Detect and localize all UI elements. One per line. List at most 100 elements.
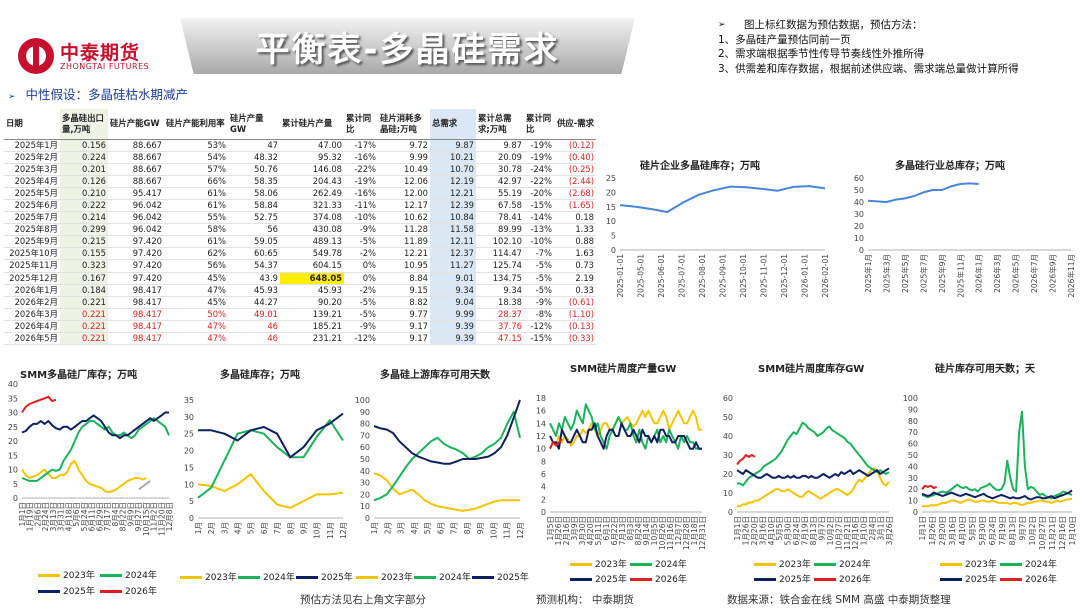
- legend-item: 2026年: [1000, 572, 1063, 585]
- table-cell: 88.667: [108, 151, 164, 164]
- y-tick-label: 25: [184, 430, 194, 439]
- table-cell: (1.10): [554, 308, 596, 321]
- x-tick-label: 3月31日: [57, 502, 66, 531]
- x-tick-label: 3月13日: [49, 502, 58, 531]
- legend-label: 2024年: [439, 573, 471, 583]
- table-cell: 42.97: [476, 175, 524, 188]
- x-tick-label: 10月27日: [834, 516, 843, 550]
- table-cell: -2%: [344, 247, 378, 261]
- x-tick-label: 2026-02-01: [821, 254, 830, 298]
- x-tick-label: 2026年7月: [1029, 254, 1039, 293]
- table-cell: -20%: [524, 187, 554, 200]
- series-line: [736, 454, 756, 466]
- chart-title: SMM多晶硅厂库存；万吨: [20, 370, 138, 381]
- y-tick-label: 50: [360, 455, 370, 464]
- legend-label: 2025年: [321, 573, 353, 583]
- y-tick-label: 70: [908, 428, 918, 437]
- legend-label: 2023年: [63, 571, 95, 581]
- legend-item: 2024年: [100, 568, 163, 581]
- table-cell: 604.15: [280, 259, 344, 273]
- table-row: 2025年7月 0.214 96.042 55% 52.75 374.08 -10% 10.6…: [4, 211, 596, 225]
- series-line: [21, 417, 170, 482]
- x-tick-label: 10月2日: [1028, 516, 1037, 545]
- y-tick-label: 30: [360, 479, 370, 488]
- table-cell: 0.33: [554, 283, 596, 297]
- y-tick-label: 18: [536, 394, 546, 403]
- table-cell: 0.167: [60, 272, 108, 285]
- row-date: 2026年1月: [4, 283, 60, 297]
- table-cell: 55%: [164, 211, 228, 225]
- table-cell: 0.156: [60, 139, 108, 152]
- table-cell: (0.25): [554, 163, 596, 176]
- table-cell: 0.184: [60, 283, 108, 297]
- table-cell: -19%: [524, 139, 554, 152]
- legend-label: 2023年: [779, 560, 811, 570]
- x-tick-label: 1月: [370, 522, 379, 534]
- table-cell: -19%: [524, 151, 554, 164]
- x-tick-label: 2025-12-01: [780, 254, 789, 298]
- x-tick-label: 8月13日: [1008, 516, 1017, 545]
- x-tick-label: 2025年11月: [955, 254, 965, 298]
- x-tick-label: 3月26日: [885, 516, 893, 545]
- x-tick-label: 1月26日: [928, 516, 937, 545]
- footnote-forecaster: 预测机构： 中泰期货: [536, 594, 634, 606]
- table-cell: 97.420: [108, 272, 164, 285]
- legend-label: 2024年: [655, 560, 687, 570]
- x-tick-label: 3月: [397, 522, 406, 534]
- legend-swatch: [1000, 563, 1022, 566]
- table-cell: -8%: [524, 308, 554, 321]
- table-cell: 9.01: [430, 272, 476, 285]
- table-cell: (0.33): [554, 332, 596, 346]
- table-cell: 9.34: [430, 283, 476, 297]
- y-tick-label: 20: [8, 437, 18, 446]
- legend-item: 2025年: [570, 572, 633, 585]
- table-cell: (0.40): [554, 151, 596, 164]
- legend-item: 2023年: [38, 568, 101, 581]
- x-tick-label: 5月11日: [594, 516, 603, 545]
- y-tick-label: 20: [360, 490, 370, 499]
- legend-label: 2024年: [839, 560, 871, 570]
- legend-item: 2024年: [814, 557, 877, 570]
- legend-swatch: [296, 576, 318, 579]
- table-row: 2025年5月 0.210 95.417 61% 58.06 262.49 -16% 12.0…: [4, 187, 596, 200]
- table-cell: 9.87: [430, 139, 476, 152]
- x-tick-label: 1月1日: [18, 502, 27, 527]
- table-cell: 0.215: [60, 235, 108, 249]
- table-cell: -14%: [524, 211, 554, 225]
- x-tick-label: 1月26日: [554, 516, 563, 545]
- y-tick-label: 40: [854, 198, 864, 207]
- chart-title: 硅片库存可用天数；天: [935, 364, 1035, 375]
- table-cell: 58.35: [228, 175, 280, 188]
- legend-label: 2023年: [595, 560, 627, 570]
- x-tick-label: 2025年5月: [900, 254, 910, 293]
- x-tick-label: 5月24日: [80, 502, 89, 531]
- subtitle-text: 中性假设：多晶硅枯水期减产: [25, 87, 189, 102]
- x-tick-label: 2025年3月: [881, 254, 891, 293]
- legend-label: 2026年: [125, 587, 157, 597]
- table-cell: 56%: [164, 259, 228, 273]
- table-cell: 60.65: [228, 247, 280, 261]
- table-cell: 88.667: [108, 139, 164, 152]
- column-header: 硅片消耗多晶硅;万吨: [378, 109, 430, 140]
- x-tick-label: 2月20日: [938, 516, 947, 545]
- legend-swatch: [38, 574, 60, 577]
- table-cell: 0%: [344, 259, 378, 273]
- x-tick-label: 9月: [476, 522, 485, 534]
- chart-c6: 0 2 4 6 8 10 12 14 16 18 1月5日 1月26日 2月16日 3月9日 3月30日 4月…: [536, 394, 706, 550]
- table-cell: -9%: [344, 320, 378, 334]
- legend-swatch: [1000, 578, 1022, 581]
- y-tick-label: 60: [854, 174, 864, 183]
- legend-swatch: [38, 590, 60, 593]
- x-tick-label: 10月: [313, 522, 322, 539]
- table-cell: 102.10: [476, 235, 524, 249]
- x-tick-label: 4月18日: [64, 502, 73, 531]
- legend-item: 2023年: [754, 557, 817, 570]
- x-tick-label: 11月16日: [666, 516, 675, 550]
- series-line: [737, 421, 890, 487]
- balance-table: 日期 多晶硅出口量,万吨 硅片产能GW 硅片产能利用率 硅片产量GW 累计硅片产量 累计同比…: [4, 109, 596, 346]
- column-header: 日期: [4, 109, 60, 140]
- column-header: 硅片产量GW: [228, 109, 280, 140]
- x-tick-label: 4月10日: [767, 516, 776, 545]
- table-cell: 9.04: [430, 296, 476, 309]
- table-cell: 9.39: [430, 320, 476, 334]
